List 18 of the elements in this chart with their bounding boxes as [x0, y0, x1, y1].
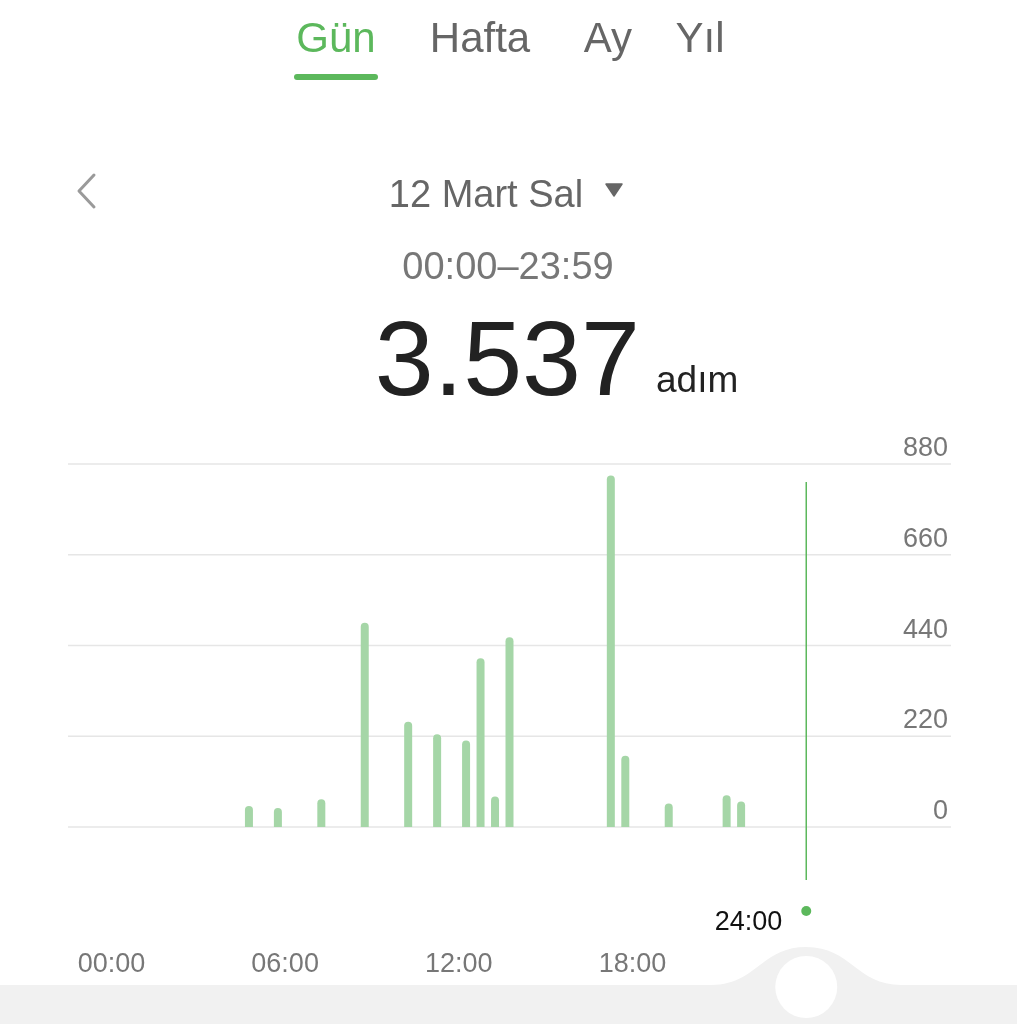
- text: Yıl: [675, 14, 725, 61]
- text: Ay: [583, 14, 633, 61]
- y-tick-label: 440: [902, 613, 948, 644]
- y-tick-label: 220: [902, 704, 948, 735]
- x-tick-label: 18:00: [598, 948, 667, 978]
- y-tick-label: 0: [932, 795, 948, 825]
- text: Gün: [296, 14, 376, 61]
- y-tick-label: 880: [902, 432, 948, 462]
- chart-title: 12 Mart Sal: [388, 173, 584, 215]
- legend-label: 24:00: [714, 906, 783, 936]
- text: Hafta: [429, 14, 531, 61]
- x-tick-label: 12:00: [425, 948, 493, 978]
- y-tick-label: 660: [902, 522, 948, 553]
- chart-subtitle: 00:00–23:59: [402, 245, 614, 287]
- x-tick-label: 00:00: [77, 948, 146, 978]
- x-tick-label: 06:00: [251, 948, 319, 978]
- text: 3.537: [374, 299, 640, 417]
- text: adım: [656, 359, 739, 400]
